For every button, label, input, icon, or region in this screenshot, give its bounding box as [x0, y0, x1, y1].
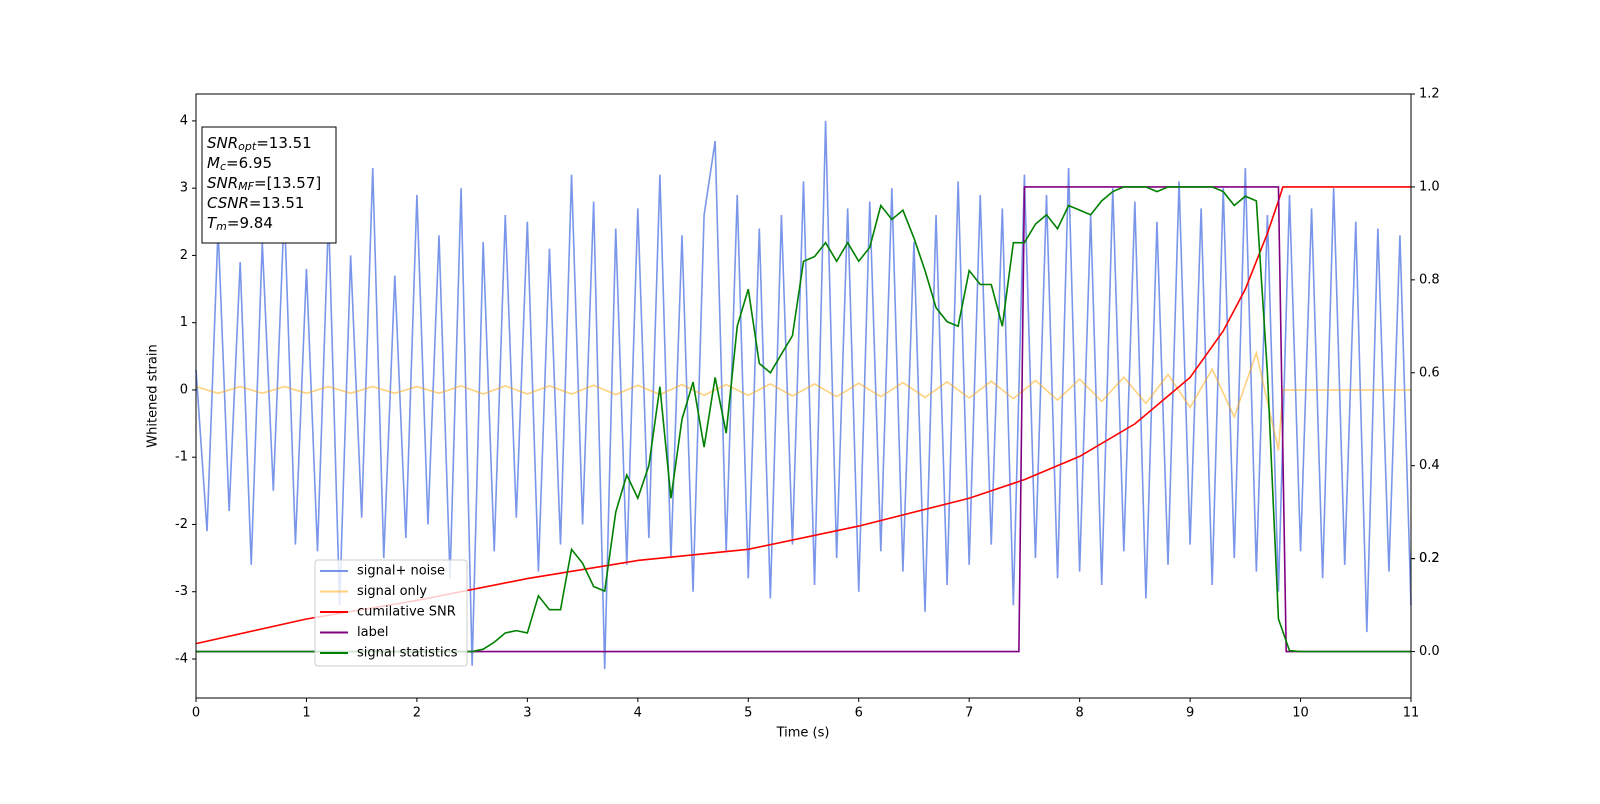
y2-tick-label: 0.4: [1419, 458, 1440, 473]
annotation-subscript: c: [220, 160, 226, 173]
annotation-value: =6.95: [226, 154, 272, 172]
annotation-symbol: SNR: [207, 174, 238, 192]
series-line: [195, 186, 1411, 645]
legend: signal+ noise signal only cumilative SNR la…: [314, 559, 468, 667]
x-tick-label: 10: [1292, 706, 1309, 721]
x-tick-label: 0: [192, 706, 200, 721]
legend-label: signal only: [357, 584, 427, 599]
x-tick-label: 1: [302, 706, 310, 721]
annotation-value: =9.84: [227, 214, 273, 232]
y2-tick-label: 0.6: [1419, 365, 1440, 380]
legend-label: signal statistics: [357, 646, 458, 661]
annotation-value: =13.51: [249, 194, 305, 212]
x-tick-label: 9: [1186, 706, 1194, 721]
annotation-line: Tm=9.84: [207, 214, 273, 234]
annotation-line: SNRMF=[13.57]: [207, 174, 321, 194]
y-tick-label: -1: [175, 450, 188, 465]
y-tick-label: 2: [180, 248, 188, 263]
annotation-symbol: M: [207, 154, 220, 172]
series-line: [195, 120, 1412, 670]
x-tick-label: 6: [855, 706, 863, 721]
annotation-symbol: SNR: [207, 134, 238, 152]
legend-label: signal+ noise: [357, 564, 445, 579]
annotation-box: SNRopt=13.51Mc=6.95SNRMF=[13.57]CSNR=13.…: [201, 126, 337, 244]
y-tick-label: -3: [175, 584, 188, 599]
x-axis-label: Time (s): [776, 726, 830, 741]
annotation-subscript: opt: [238, 140, 257, 153]
annotation-line: CSNR=13.51: [207, 194, 304, 212]
y-tick-label: -2: [175, 517, 188, 532]
annotation-symbol: T: [207, 214, 218, 232]
annotation-subscript: m: [216, 220, 227, 233]
y-tick-label: 1: [180, 315, 188, 330]
annotation-line: SNRopt=13.51: [207, 134, 312, 154]
y2-tick-label: 1.0: [1419, 179, 1440, 194]
y2-tick-label: 0.2: [1419, 551, 1440, 566]
y-tick-label: 3: [180, 181, 188, 196]
legend-label: label: [357, 625, 388, 640]
x-tick-label: 4: [634, 706, 642, 721]
y2-tick-label: 0.8: [1419, 272, 1440, 287]
annotation-subscript: MF: [238, 180, 254, 193]
plot-frame: [195, 93, 1412, 699]
x-tick-label: 5: [744, 706, 752, 721]
series-line: [195, 350, 1411, 451]
y-tick-label: 0: [180, 382, 188, 397]
legend-label: cumilative SNR: [357, 605, 456, 620]
x-tick-label: 3: [523, 706, 531, 721]
series-line: [196, 186, 1411, 653]
annotation-line: Mc=6.95: [207, 154, 272, 174]
x-tick-label: 8: [1075, 706, 1083, 721]
y-axis-label: Whitened strain: [146, 344, 161, 447]
y2-tick-label: 0.2: [1419, 551, 1440, 566]
plot-area: [195, 120, 1412, 670]
legend-frame: [314, 559, 468, 667]
x-tick-label: 7: [965, 706, 973, 721]
y2-tick-label: 1.2: [1419, 87, 1440, 102]
annotation-value: =13.51: [256, 134, 312, 152]
y2-tick-label: 0.0: [1419, 644, 1440, 659]
y-tick-label: -4: [175, 651, 188, 666]
x-tick-label: 11: [1403, 706, 1420, 721]
x-tick-label: 2: [413, 706, 421, 721]
y-tick-label: 4: [180, 113, 188, 128]
annotation-symbol: CSNR: [207, 194, 249, 212]
annotation-frame: [201, 126, 337, 244]
annotation-value: =[13.57]: [254, 174, 321, 192]
